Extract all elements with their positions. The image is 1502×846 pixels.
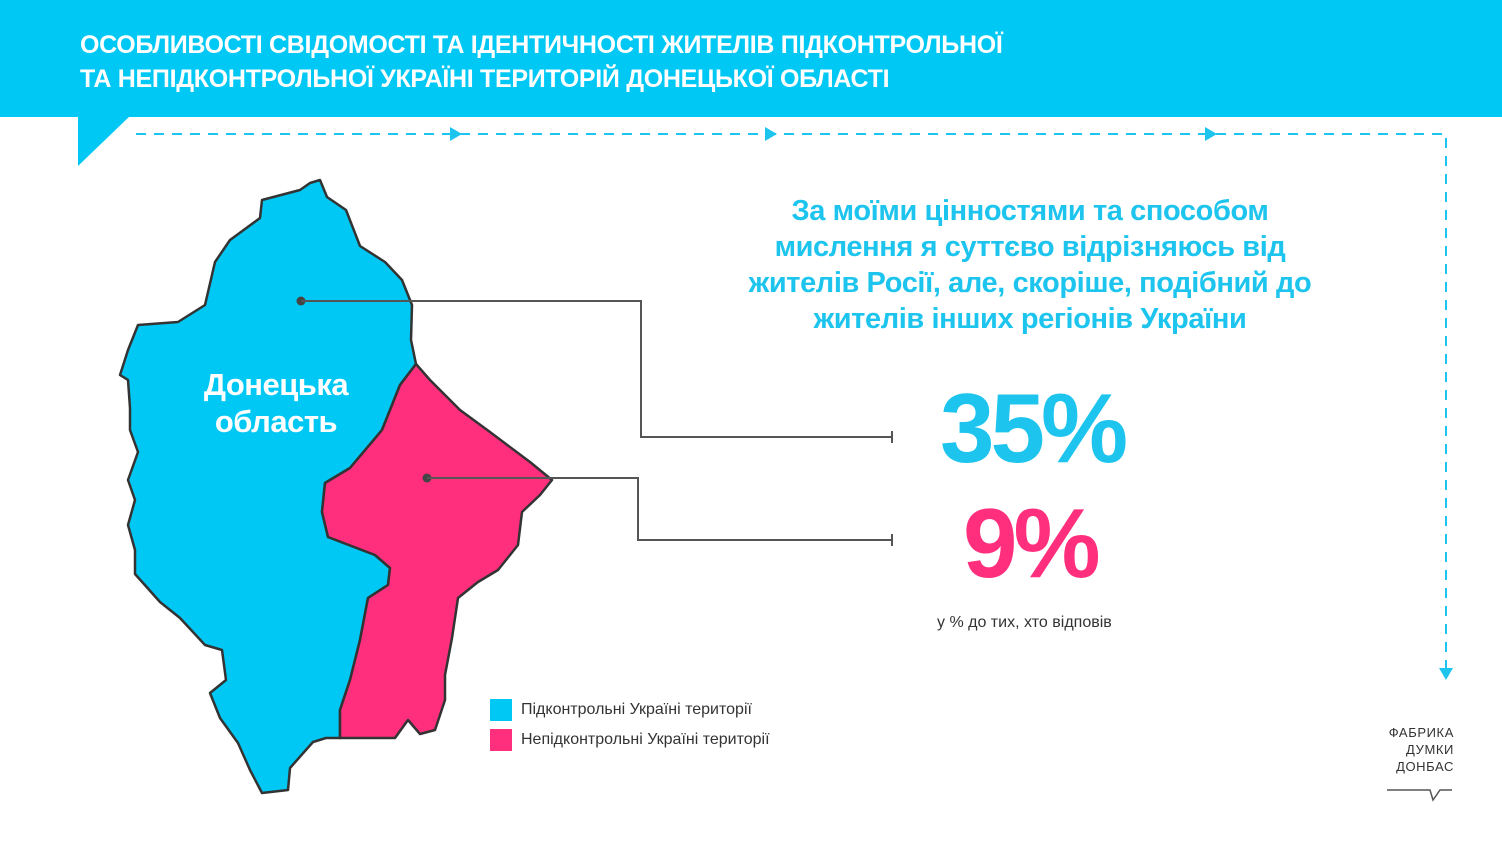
brand-line1: ФАБРИКА <box>1388 725 1454 740</box>
legend-swatch-uncontrolled <box>490 729 512 751</box>
arrow-right-icon <box>1205 127 1217 141</box>
map-region-label: Донецька область <box>186 366 366 440</box>
map-region-label-line2: область <box>214 404 338 439</box>
header-banner: ОСОБЛИВОСТІ СВІДОМОСТІ ТА ІДЕНТИЧНОСТІ Ж… <box>0 0 1502 117</box>
page-title-line2: ТА НЕПІДКОНТРОЛЬНОЇ УКРАЇНІ ТЕРИТОРІЙ ДО… <box>80 65 890 93</box>
percentage-note: у % до тих, хто відповів <box>937 614 1112 631</box>
legend-swatch-controlled <box>490 699 512 721</box>
arrow-down-icon <box>1439 668 1453 680</box>
arrow-right-icon <box>450 127 462 141</box>
legend-item-controlled: Підконтрольні Україні території <box>490 699 752 721</box>
map-region-controlled <box>118 178 418 795</box>
banner-tail <box>78 116 130 166</box>
survey-question: За моїми цінностями та способом мислення… <box>748 195 1312 335</box>
legend-item-uncontrolled: Непідконтрольні Україні території <box>490 729 770 751</box>
legend-label-uncontrolled: Непідконтрольні Україні території <box>521 731 770 748</box>
legend-label-controlled: Підконтрольні Україні території <box>521 701 752 718</box>
controlled-percentage: 35% <box>940 373 1128 483</box>
brand-line3: ДОНБАС <box>1396 759 1454 774</box>
brand-logo: ФАБРИКА ДУМКИ ДОНБАС <box>1370 724 1454 775</box>
brand-line2: ДУМКИ <box>1406 742 1454 757</box>
map-region-uncontrolled <box>320 362 554 740</box>
connector-uncontrolled <box>422 473 893 546</box>
dashed-flow-line <box>136 127 1453 680</box>
connector-controlled <box>296 296 893 443</box>
page-title-line1: ОСОБЛИВОСТІ СВІДОМОСТІ ТА ІДЕНТИЧНОСТІ Ж… <box>80 31 1003 59</box>
map-region-label-line1: Донецька <box>203 367 349 402</box>
arrow-right-icon <box>765 127 777 141</box>
brand-bubble-line <box>1387 789 1452 802</box>
uncontrolled-percentage: 9% <box>963 488 1101 598</box>
page-title: ОСОБЛИВОСТІ СВІДОМОСТІ ТА ІДЕНТИЧНОСТІ Ж… <box>80 28 1180 96</box>
